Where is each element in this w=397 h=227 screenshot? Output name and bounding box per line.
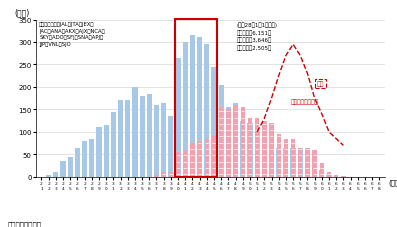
Bar (276, 135, 281, 177)
Bar (104, 126, 109, 177)
Bar (283, 148, 289, 177)
Text: (人数): (人数) (15, 8, 30, 17)
Bar (89, 139, 94, 177)
Bar (111, 112, 116, 177)
Bar (139, 96, 145, 177)
Bar (161, 103, 166, 177)
Bar (233, 103, 238, 177)
Bar (262, 121, 266, 177)
Bar (169, 173, 173, 177)
Bar (118, 101, 123, 177)
Bar (204, 139, 209, 177)
Bar (197, 141, 202, 177)
Bar (204, 45, 209, 177)
Text: 山の位置がシフト: 山の位置がシフト (291, 99, 319, 104)
Bar (154, 175, 159, 177)
Bar (233, 106, 238, 177)
Bar (247, 123, 252, 177)
Bar (219, 108, 224, 177)
Bar (305, 157, 310, 177)
Bar (60, 161, 66, 177)
Text: 主要航空会社：JAL、JTA、JEX、
JAC、ANA、AKX、AJX、NCA、
SKY、ADO、SFJ、SNA、APJ、
JJP、VNL、SJO: 主要航空会社：JAL、JTA、JEX、 JAC、ANA、AKX、AJX、NCA、… (39, 22, 105, 47)
Bar (241, 108, 245, 177)
Text: (年齢): (年齢) (389, 179, 397, 185)
Bar (269, 123, 274, 177)
Bar (212, 137, 216, 177)
Bar (67, 157, 73, 177)
Bar (320, 164, 324, 177)
Bar (255, 119, 259, 177)
Bar (298, 148, 303, 177)
Bar (176, 153, 180, 177)
Bar (190, 36, 195, 177)
Bar (175, 59, 181, 177)
Bar (197, 38, 202, 177)
Bar (254, 132, 260, 177)
Bar (168, 117, 173, 177)
Bar (305, 148, 310, 177)
Bar (125, 101, 130, 177)
Bar (75, 148, 80, 177)
Bar (240, 121, 245, 177)
Bar (82, 141, 87, 177)
Bar (154, 106, 159, 177)
Bar (312, 166, 317, 177)
Bar (312, 150, 317, 177)
Bar (284, 139, 288, 177)
Bar (212, 67, 217, 177)
Text: (平成28年1月1日現在)
操縦士数：6,151人
機長　　：3,646人
副操縦士：2,505人: (平成28年1月1日現在) 操縦士数：6,151人 機長 ：3,646人 副操縦… (237, 22, 278, 51)
Bar (190, 143, 195, 177)
Bar (341, 176, 346, 177)
Bar (46, 175, 51, 177)
Bar (175, 20, 217, 177)
Bar (219, 85, 224, 177)
Bar (326, 175, 331, 177)
Bar (162, 173, 166, 177)
Bar (262, 130, 267, 177)
Bar (291, 148, 296, 177)
Bar (298, 148, 303, 177)
Bar (183, 43, 188, 177)
Bar (319, 170, 324, 177)
Text: 将来: 将来 (317, 81, 324, 87)
Bar (226, 108, 231, 177)
Bar (183, 150, 187, 177)
Bar (226, 110, 231, 177)
Bar (147, 94, 152, 177)
Bar (276, 148, 281, 177)
Bar (269, 148, 274, 177)
Bar (53, 173, 58, 177)
Bar (291, 139, 295, 177)
Bar (96, 128, 102, 177)
Bar (334, 175, 338, 177)
Text: 資料）国土交通省: 資料）国土交通省 (8, 220, 42, 227)
Bar (248, 119, 252, 177)
Bar (327, 173, 331, 177)
Bar (132, 88, 137, 177)
